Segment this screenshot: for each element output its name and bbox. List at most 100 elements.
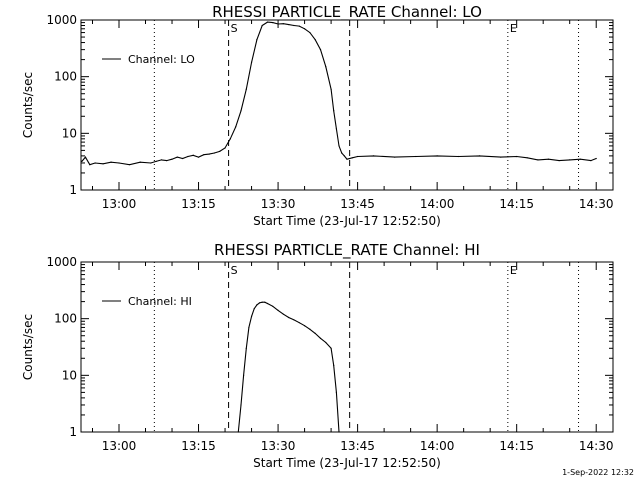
data-point	[171, 158, 173, 160]
x-tick-label: 14:00	[420, 439, 455, 453]
data-point	[526, 157, 528, 159]
data-point	[478, 155, 481, 157]
y-tick-label: 100	[54, 312, 77, 326]
data-point	[110, 161, 112, 163]
data-point	[288, 316, 290, 319]
data-point	[266, 21, 269, 23]
data-point	[351, 157, 353, 159]
data-point	[319, 49, 322, 51]
plot-frame	[80, 261, 614, 433]
data-point	[261, 301, 263, 303]
x-tick-label: 14:00	[420, 197, 455, 211]
x-tick-label: 13:00	[102, 197, 137, 211]
data-point	[338, 145, 340, 147]
footer-timestamp: 1-Sep-2022 12:32	[562, 468, 634, 477]
data-point	[139, 161, 141, 163]
data-point	[264, 301, 266, 303]
x-tick-label: 13:30	[261, 197, 296, 211]
data-point	[213, 152, 216, 154]
data-point	[240, 404, 242, 406]
data-point	[314, 39, 316, 41]
data-point	[298, 25, 300, 27]
data-point	[569, 159, 571, 161]
data-point	[343, 155, 345, 157]
data-point	[224, 147, 226, 149]
data-point	[293, 319, 295, 321]
data-point	[516, 155, 518, 158]
x-tick-label: 13:00	[102, 439, 137, 453]
data-point	[240, 110, 242, 112]
data-point	[415, 155, 417, 158]
data-point	[89, 164, 91, 166]
marker-label: S	[231, 264, 238, 277]
x-tick-label: 14:15	[499, 439, 534, 453]
marker-label: E	[510, 264, 517, 277]
data-point	[182, 157, 184, 160]
data-point	[282, 23, 284, 25]
data-point	[84, 156, 87, 158]
data-point	[229, 138, 231, 140]
data-point	[595, 157, 597, 160]
x-tick-label: 13:30	[261, 439, 296, 453]
legend-label: Channel: HI	[128, 295, 192, 308]
data-point	[547, 158, 550, 160]
data-point	[303, 325, 306, 327]
data-point	[341, 152, 343, 154]
data-point	[325, 341, 327, 344]
data-point	[277, 23, 279, 25]
data-point	[457, 155, 459, 158]
data-point	[81, 160, 83, 162]
data-point	[256, 304, 258, 306]
data-point	[235, 126, 237, 128]
data-point	[129, 164, 131, 166]
data-point	[243, 374, 245, 376]
data-point	[338, 431, 340, 433]
x-axis-label: Start Time (23-Jul-17 12:52:50)	[253, 214, 441, 228]
data-point	[325, 66, 327, 68]
data-point	[282, 313, 284, 315]
data-point	[309, 31, 311, 34]
x-tick-label: 13:15	[181, 439, 216, 453]
data-point	[118, 162, 120, 164]
data-point	[558, 160, 560, 162]
series-line	[81, 21, 597, 166]
plot-frame	[80, 19, 614, 191]
data-point	[250, 315, 253, 317]
series-line	[237, 301, 340, 433]
data-point	[258, 302, 261, 304]
data-point	[176, 156, 178, 158]
data-point	[537, 159, 539, 161]
data-point	[208, 153, 210, 155]
x-axis-label: Start Time (23-Jul-17 12:52:50)	[253, 456, 441, 470]
data-point	[335, 128, 337, 130]
data-point	[245, 347, 247, 349]
panel-lo: RHESSI PARTICLE_RATE Channel: LO 1 10 100 10…	[21, 3, 614, 228]
y-axis-label: Counts/sec	[21, 314, 35, 380]
data-point	[192, 154, 194, 156]
y-tick-label: 10	[62, 368, 77, 382]
data-point	[155, 160, 157, 162]
legend-label: Channel: LO	[128, 53, 195, 66]
chart-title: RHESSI PARTICLE_RATE Channel: LO	[212, 3, 482, 22]
y-tick-label: 1	[69, 425, 77, 439]
data-point	[579, 158, 581, 160]
data-point	[166, 160, 168, 162]
data-point	[590, 160, 592, 162]
data-point	[330, 347, 332, 349]
data-point	[333, 110, 335, 112]
x-tick-label: 13:45	[340, 197, 375, 211]
data-point	[288, 23, 290, 26]
data-point	[187, 155, 189, 158]
data-point	[394, 156, 396, 158]
data-point	[293, 24, 295, 27]
data-point	[150, 162, 152, 164]
y-axis-label: Counts/sec	[21, 72, 35, 138]
data-point	[219, 150, 221, 152]
marker-label: E	[510, 22, 517, 35]
data-point	[357, 155, 359, 158]
marker-label: S	[231, 22, 238, 35]
data-point	[253, 308, 255, 310]
data-point	[303, 28, 306, 30]
data-point	[314, 332, 316, 334]
